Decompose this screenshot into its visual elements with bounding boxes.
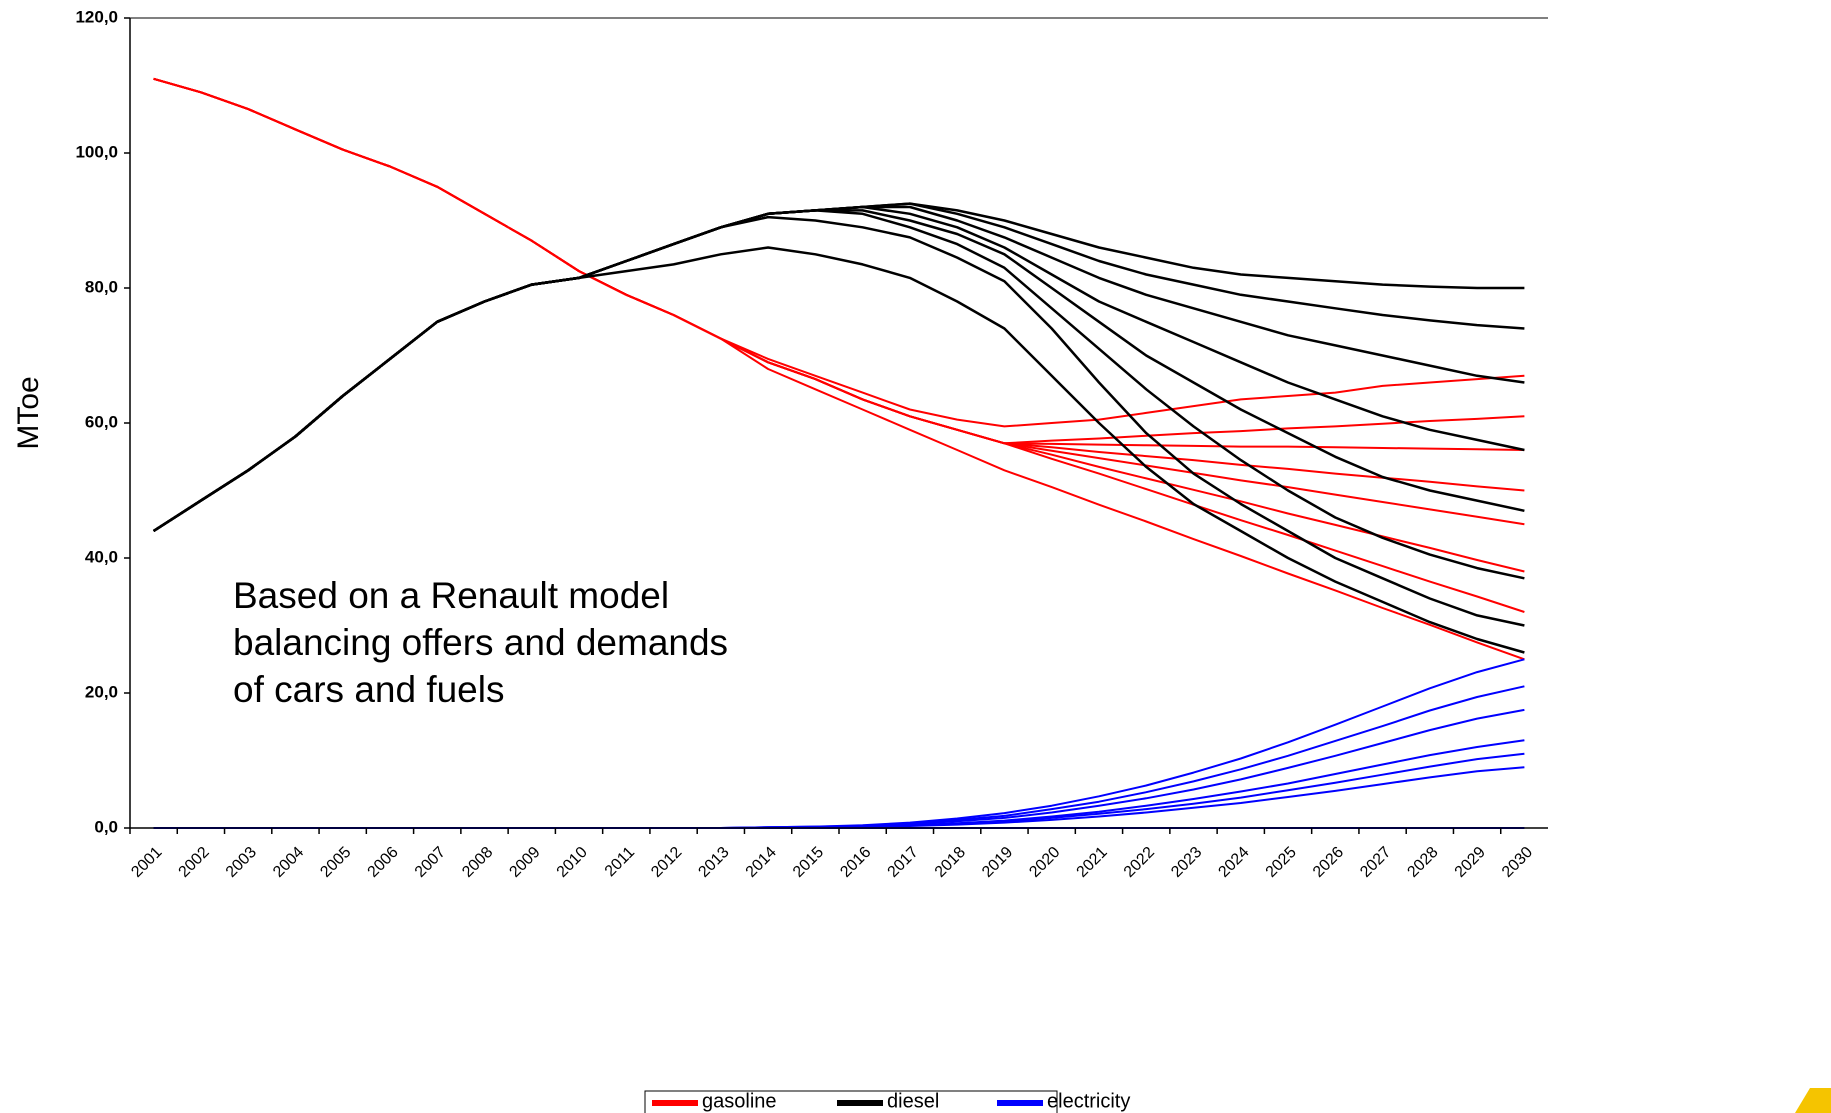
- diesel-line: [152, 246, 1525, 654]
- annotation: Based on a Renault model balancing offers…: [233, 575, 728, 710]
- x-tick-label: 2008: [459, 844, 496, 881]
- x-tick-label: 2026: [1310, 844, 1347, 881]
- x-tick-label: 2011: [602, 844, 638, 880]
- y-tick-label: 80,0: [85, 277, 118, 296]
- x-tick-label: 2015: [790, 844, 827, 881]
- x-tick-label: 2009: [506, 844, 543, 881]
- x-tick-label: 2020: [1026, 844, 1063, 881]
- x-tick-label: 2021: [1074, 844, 1111, 881]
- x-tick-label: 2030: [1499, 844, 1536, 881]
- gasoline-line: [153, 77, 1525, 428]
- legend-label: gasoline: [702, 1090, 777, 1112]
- x-tick-label: 2010: [554, 844, 591, 881]
- y-tick-label: 120,0: [75, 7, 118, 26]
- annotation-line: balancing offers and demands: [233, 622, 728, 663]
- x-tick-label: 2004: [270, 844, 307, 881]
- gasoline-line: [153, 77, 1525, 492]
- diesel-line: [152, 215, 1525, 627]
- x-tick-label: 2024: [1215, 844, 1252, 881]
- diesel-line: [152, 202, 1525, 533]
- gasoline-line: [153, 77, 1525, 526]
- x-tick-label: 2022: [1121, 844, 1158, 881]
- legend-label: electricity: [1047, 1090, 1130, 1112]
- x-tick-label: 2013: [695, 844, 732, 881]
- x-tick-label: 2025: [1263, 844, 1300, 881]
- x-tick-label: 2002: [176, 844, 213, 881]
- y-tick-label: 0,0: [94, 817, 118, 836]
- x-tick-label: 2003: [223, 844, 260, 881]
- legend-label: diesel: [887, 1090, 939, 1112]
- diesel-line: [152, 202, 1525, 533]
- electricity-line: [153, 752, 1525, 829]
- y-tick-label: 20,0: [85, 682, 118, 701]
- x-tick-label: 2018: [932, 844, 969, 881]
- x-tick-label: 2019: [979, 844, 1016, 881]
- gasoline-line: [153, 77, 1525, 613]
- x-tick-label: 2016: [837, 844, 874, 881]
- x-tick-label: 2005: [317, 844, 354, 881]
- gasoline-line: [153, 77, 1525, 573]
- y-tick-label: 40,0: [85, 547, 118, 566]
- plot: [152, 77, 1525, 829]
- y-tick-label: 60,0: [85, 412, 118, 431]
- x-tick-label: 2023: [1168, 844, 1205, 881]
- gasoline-line: [153, 77, 1525, 661]
- x-tick-label: 2001: [128, 844, 165, 881]
- x-tick-label: 2014: [743, 844, 780, 881]
- x-tick-label: 2007: [412, 844, 449, 881]
- electricity-line: [153, 708, 1525, 829]
- electricity-line: [153, 739, 1525, 829]
- x-tick-label: 2017: [885, 844, 922, 881]
- diesel-line: [152, 205, 1525, 533]
- x-tick-label: 2029: [1452, 844, 1489, 881]
- annotation-line: of cars and fuels: [233, 669, 504, 710]
- x-tick-label: 2012: [648, 844, 685, 881]
- x-tick-label: 2006: [365, 844, 402, 881]
- logo: [1795, 1088, 1831, 1113]
- annotation-line: Based on a Renault model: [233, 575, 669, 616]
- x-tick-label: 2027: [1357, 844, 1394, 881]
- y-tick-label: 100,0: [75, 142, 118, 161]
- diesel-line: [152, 205, 1525, 533]
- x-tick-label: 2028: [1404, 844, 1441, 881]
- y-axis-label: MToe: [12, 376, 45, 449]
